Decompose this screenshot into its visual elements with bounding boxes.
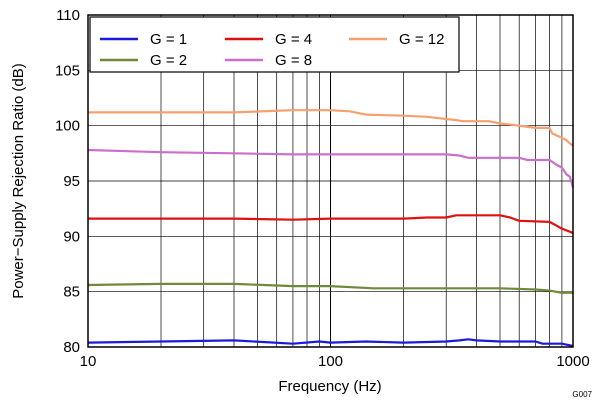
legend-box [89,16,460,73]
y-tick-label: 90 [63,228,80,245]
series-line-g8 [87,148,575,188]
x-axis-label: Frequency (Hz) [278,378,381,395]
x-tick-labels: 10 100 1000 [80,353,590,370]
legend: G = 1 G = 2 G = 4 G = 8 G = 12 [89,16,460,73]
legend-label: G = 8 [275,52,312,69]
y-tick-label: 85 [63,284,80,301]
series-lines [87,109,575,347]
series-line-g4 [88,214,574,235]
y-tick-label: 95 [63,173,80,190]
y-tick-label: 105 [55,62,80,79]
x-tick-label: 10 [80,353,97,370]
legend-label: G = 2 [150,52,187,69]
plot-area-border [87,14,574,348]
figure-id: G007 [572,390,592,399]
y-tick-labels: 80 85 90 95 100 105 110 [55,7,80,356]
series-line-g12 [88,109,574,147]
legend-label: G = 12 [399,31,444,48]
y-axis-label: Power−Supply Rejection Ratio (dB) [10,63,27,299]
x-tick-label: 100 [318,353,343,370]
y-tick-label: 100 [55,118,80,135]
y-tick-label: 80 [63,339,80,356]
y-tick-label: 110 [56,7,80,24]
x-tick-label: 1000 [556,353,589,370]
legend-label: G = 1 [150,31,187,48]
series-line-g1 [87,338,574,347]
series-line-g2 [87,282,573,294]
legend-label: G = 4 [275,31,312,48]
